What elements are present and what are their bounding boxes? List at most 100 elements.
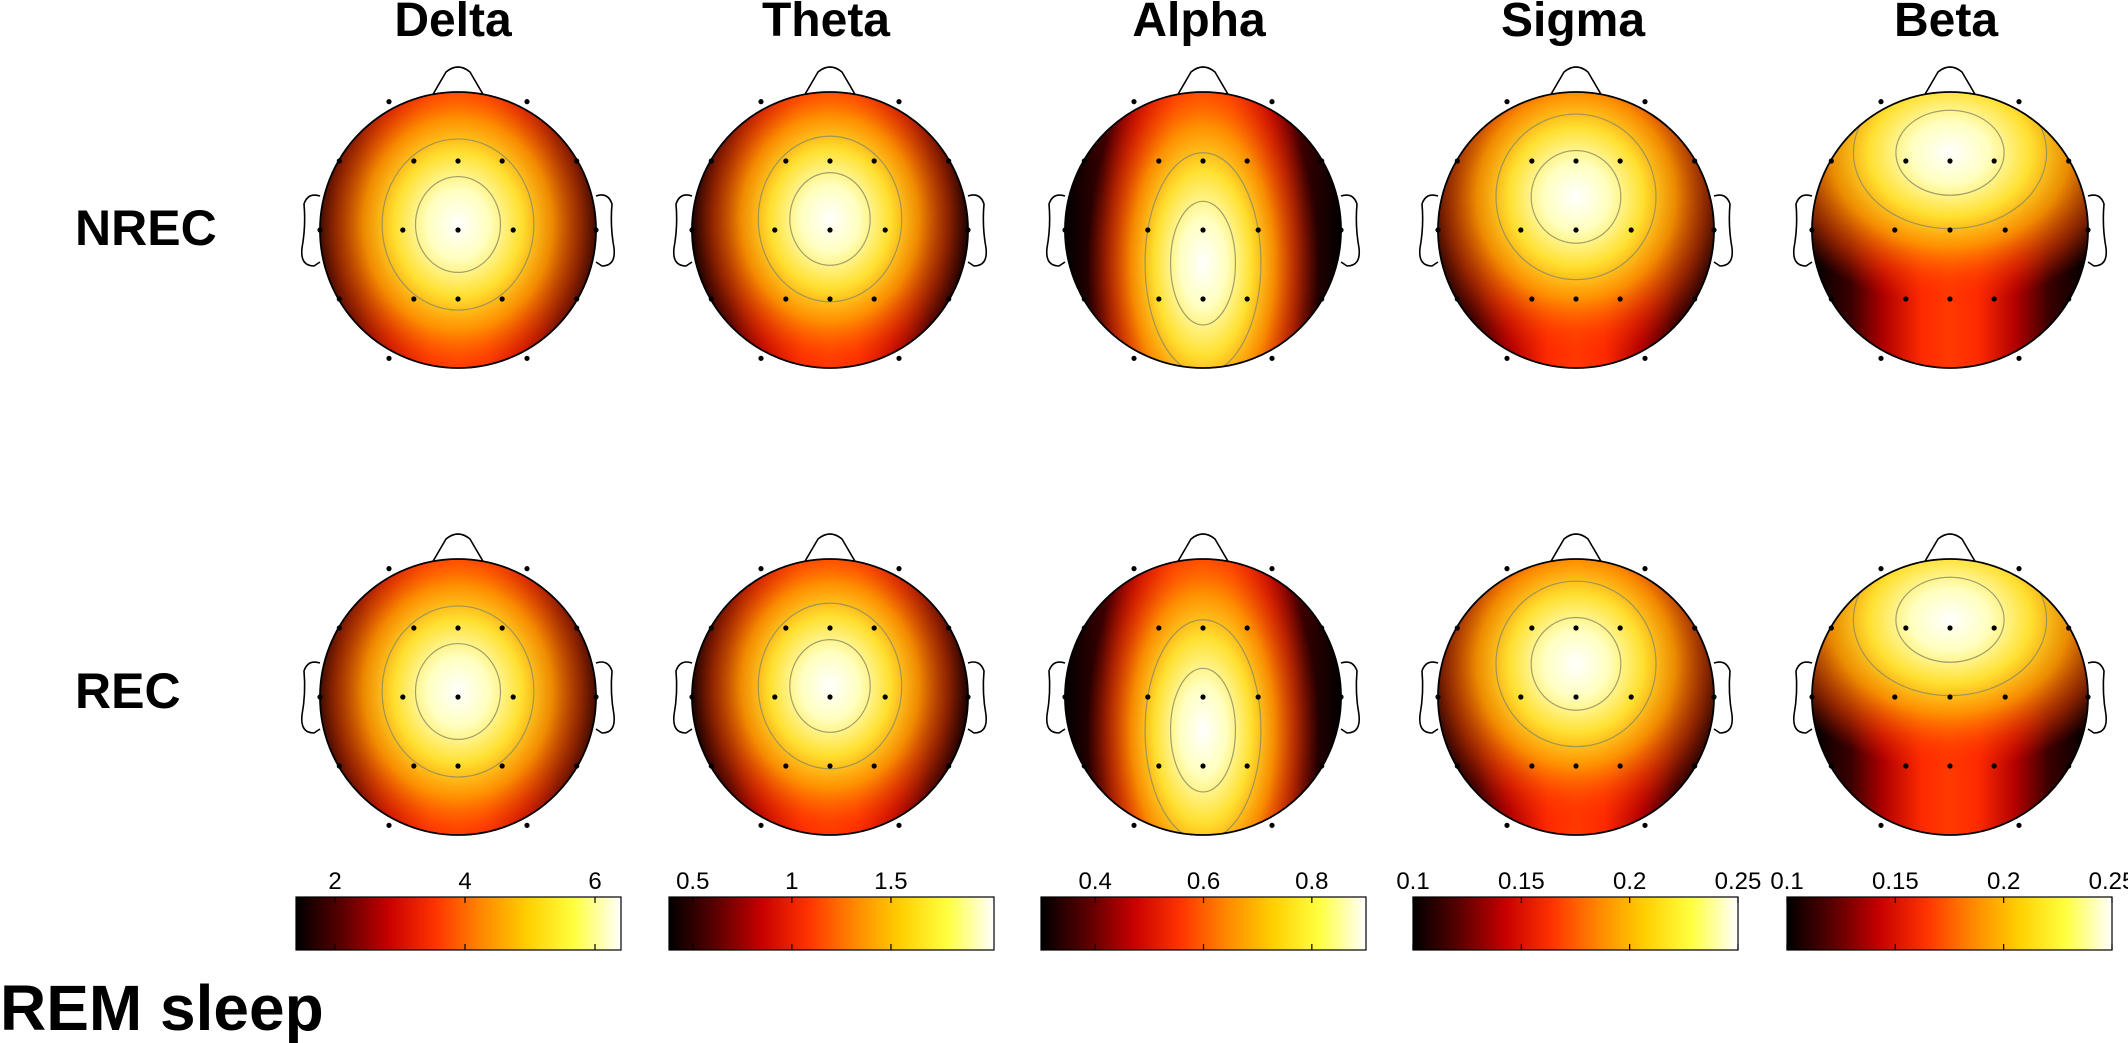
electrode-dot: [1892, 227, 1898, 233]
nose-outline: [1176, 66, 1230, 97]
electrode-dot: [1200, 227, 1206, 233]
column-title-theta: Theta: [762, 0, 890, 47]
nose-outline: [1549, 66, 1603, 97]
electrode-dot: [1573, 296, 1579, 302]
colorbar-tick-label: 0.8: [1295, 868, 1328, 895]
right-ear-outline: [1713, 661, 1734, 734]
electrode-dot: [1617, 625, 1623, 631]
electrode-dot: [1156, 625, 1162, 631]
electrode-dot: [1504, 822, 1510, 828]
electrode-dot: [510, 227, 516, 233]
colorbar-gradient: [1786, 896, 2113, 951]
electrode-dot: [455, 763, 461, 769]
electrode-dot: [1991, 763, 1997, 769]
head-map-rec-alpha: [1045, 533, 1361, 836]
electrode-dot: [1947, 227, 1953, 233]
electrode-dot: [689, 227, 695, 233]
left-ear-outline: [1418, 194, 1439, 267]
electrode-dot: [1692, 625, 1698, 631]
electrode-dot: [689, 694, 695, 700]
electrode-dot: [400, 694, 406, 700]
colorbar-tick-label: 1: [785, 868, 798, 895]
column-title-beta: Beta: [1894, 0, 1998, 47]
electrode-dot: [946, 625, 952, 631]
electrode-dot: [1435, 227, 1441, 233]
electrode-dot: [411, 296, 417, 302]
electrode-dot: [946, 763, 952, 769]
nose-outline: [1923, 66, 1977, 97]
colorbar-sigma: 0.1 0.15 0.2 0.25: [1396, 868, 1762, 951]
nose-outline: [803, 66, 857, 97]
electrode-dot: [1319, 296, 1325, 302]
colorbar-gradient: [295, 896, 622, 951]
electrode-dot: [1062, 227, 1068, 233]
electrode-dot: [524, 822, 530, 828]
electrode-dot: [411, 763, 417, 769]
electrode-dot: [1903, 158, 1909, 164]
colorbar-tick-label: 0.1: [1396, 868, 1429, 895]
electrode-dot: [2016, 566, 2022, 572]
electrode-dot: [1081, 763, 1087, 769]
electrode-dot: [1244, 158, 1250, 164]
electrode-dot: [336, 625, 342, 631]
electrode-dot: [1338, 694, 1344, 700]
electrode-dot: [411, 625, 417, 631]
electrode-dot: [499, 296, 505, 302]
electrode-dot: [1081, 158, 1087, 164]
electrode-dot: [1878, 99, 1884, 105]
colorbar-tick-label: 0.25: [1715, 868, 1762, 895]
electrode-dot: [386, 355, 392, 361]
electrode-dot: [1156, 158, 1162, 164]
electrode-dot: [1573, 694, 1579, 700]
contour-line: [1895, 576, 2005, 663]
electrode-dot: [1504, 566, 1510, 572]
electrode-dot: [1081, 296, 1087, 302]
electrode-dot: [827, 625, 833, 631]
contour-line: [381, 138, 535, 311]
electrode-dot: [827, 296, 833, 302]
electrode-dot: [1454, 158, 1460, 164]
right-ear-outline: [595, 194, 616, 267]
contour-line: [1144, 152, 1262, 368]
electrode-dot: [455, 158, 461, 164]
contour-line: [414, 175, 502, 273]
electrode-dot: [1529, 625, 1535, 631]
figure-title: REM sleep: [0, 972, 324, 1043]
electrode-dot: [896, 822, 902, 828]
electrode-dot: [1255, 227, 1261, 233]
electrode-dot: [965, 227, 971, 233]
electrode-dot: [1131, 99, 1137, 105]
right-ear-outline: [1340, 661, 1361, 734]
electrode-dot: [871, 763, 877, 769]
electrode-dot: [386, 822, 392, 828]
left-ear-outline: [1792, 194, 1813, 267]
electrode-dot: [1529, 296, 1535, 302]
colorbar-tick-label: 0.6: [1187, 868, 1220, 895]
electrode-dot: [1642, 355, 1648, 361]
electrode-dot: [708, 158, 714, 164]
colorbar-tick-label: 4: [458, 868, 471, 895]
electrode-dot: [1809, 694, 1815, 700]
electrode-dot: [574, 763, 580, 769]
electrode-dot: [2016, 822, 2022, 828]
electrode-dot: [1892, 694, 1898, 700]
colorbar-gradient: [668, 896, 995, 951]
electrode-dot: [1903, 296, 1909, 302]
electrode-dot: [1642, 822, 1648, 828]
electrode-dot: [1255, 694, 1261, 700]
electrode-dot: [1878, 566, 1884, 572]
right-ear-outline: [967, 194, 988, 267]
electrode-dot: [1156, 763, 1162, 769]
electrode-dot: [1338, 227, 1344, 233]
colorbar-tick-label: 6: [588, 868, 601, 895]
electrode-dot: [1711, 227, 1717, 233]
electrode-dot: [1518, 227, 1524, 233]
electrode-dot: [871, 625, 877, 631]
electrode-dot: [827, 227, 833, 233]
electrode-dot: [758, 355, 764, 361]
left-ear-outline: [300, 661, 321, 734]
electrode-dot: [896, 99, 902, 105]
left-ear-outline: [1792, 661, 1813, 734]
electrode-dot: [708, 625, 714, 631]
